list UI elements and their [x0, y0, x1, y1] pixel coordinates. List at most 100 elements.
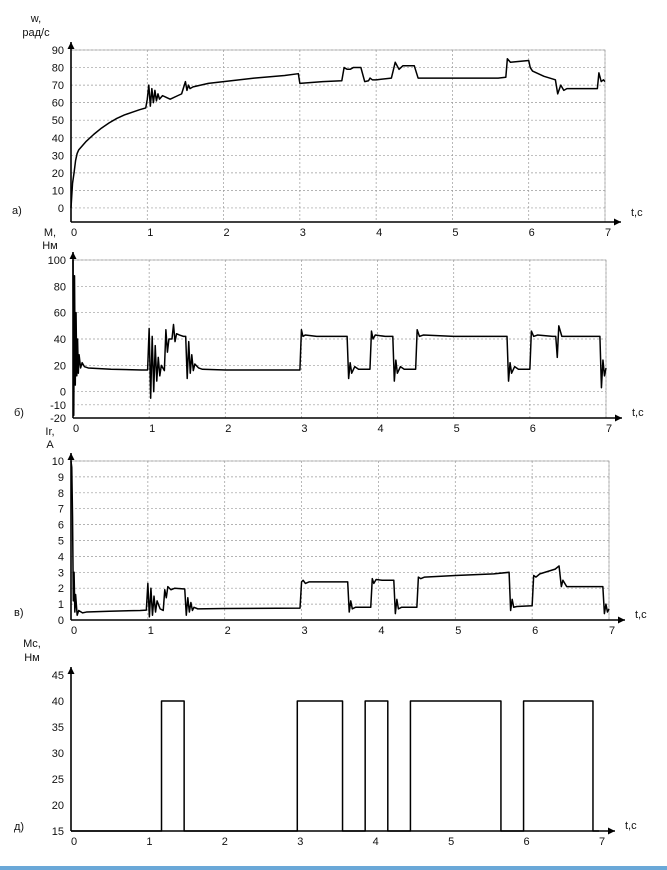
y-tick-label: 0 — [58, 615, 64, 627]
x-tick-label: 0 — [71, 625, 77, 637]
y-tick-label: 4 — [58, 551, 64, 563]
y-tick-label: 30 — [52, 748, 64, 760]
y-axis-label: Mc, — [23, 638, 41, 650]
x-tick-label: 5 — [452, 227, 458, 239]
y-tick-label: 3 — [58, 567, 64, 579]
y-tick-label: 7 — [58, 504, 64, 516]
y-axis-arrow — [67, 42, 75, 49]
x-tick-label: 7 — [609, 625, 615, 637]
x-tick-label: 7 — [605, 227, 611, 239]
y-tick-label: 8 — [58, 488, 64, 500]
y-tick-label: 45 — [52, 670, 64, 682]
y-tick-label: 30 — [52, 150, 64, 162]
y-axis-label: Нм — [24, 652, 40, 664]
x-tick-label: 5 — [454, 423, 460, 435]
panel-label: в) — [14, 607, 24, 619]
x-axis-arrow — [608, 827, 615, 835]
x-tick-label: 0 — [73, 423, 79, 435]
x-tick-label: 1 — [149, 423, 155, 435]
y-tick-label: 10 — [52, 185, 64, 197]
y-tick-label: 20 — [52, 168, 64, 180]
x-tick-label: 6 — [532, 625, 538, 637]
y-axis-label: рад/с — [22, 27, 50, 39]
y-tick-label: 60 — [52, 98, 64, 110]
x-tick-label: 6 — [530, 423, 536, 435]
y-tick-label: 15 — [52, 826, 64, 838]
y-tick-label: 2 — [58, 583, 64, 595]
x-tick-label: 5 — [455, 625, 461, 637]
x-tick-label: 5 — [448, 836, 454, 848]
y-axis-label: A — [46, 439, 54, 451]
y-tick-label: 9 — [58, 472, 64, 484]
x-tick-label: 3 — [302, 625, 308, 637]
series-line-v — [70, 460, 610, 618]
y-axis-arrow — [67, 667, 75, 674]
x-tick-label: 7 — [599, 836, 605, 848]
y-tick-label: 80 — [52, 63, 64, 75]
x-tick-label: 6 — [524, 836, 530, 848]
y-tick-label: -20 — [50, 413, 66, 425]
x-axis-label: t,c — [635, 609, 647, 621]
x-tick-label: 4 — [373, 836, 379, 848]
y-tick-label: 10 — [52, 456, 64, 468]
x-tick-label: 6 — [529, 227, 535, 239]
plot-frame — [70, 49, 606, 223]
y-tick-label: 60 — [54, 308, 66, 320]
chart-panel-a: 0 10 20 30 40 50 60 70 80 90 0 1 2 3 4 5 6 7 w, рад/с t,c а) — [12, 13, 643, 239]
y-tick-label: 40 — [52, 133, 64, 145]
x-axis-label: t,c — [625, 820, 637, 832]
y-tick-label: 25 — [52, 774, 64, 786]
x-axis-arrow — [614, 218, 621, 226]
y-axis-label: Нм — [42, 240, 58, 252]
x-tick-label: 7 — [606, 423, 612, 435]
x-tick-label: 2 — [224, 227, 230, 239]
x-tick-label: 3 — [297, 836, 303, 848]
y-axis-arrow — [69, 252, 77, 259]
y-tick-label: 70 — [52, 80, 64, 92]
window-bottom-border — [0, 866, 667, 870]
y-axis-label: M, — [44, 227, 56, 239]
y-tick-label: 40 — [54, 334, 66, 346]
x-tick-label: 2 — [222, 836, 228, 848]
y-tick-label: 20 — [54, 360, 66, 372]
x-axis-arrow — [615, 414, 622, 422]
x-tick-label: 3 — [301, 423, 307, 435]
y-axis-label: Ir, — [45, 426, 54, 438]
y-tick-label: 20 — [52, 800, 64, 812]
x-tick-label: 2 — [225, 625, 231, 637]
y-tick-label: 0 — [60, 387, 66, 399]
x-tick-label: 4 — [376, 227, 382, 239]
panel-label: д) — [14, 821, 24, 833]
y-tick-label: 100 — [48, 255, 66, 267]
x-axis-arrow — [618, 616, 625, 624]
y-tick-label: 1 — [58, 599, 64, 611]
series-line-d — [71, 700, 599, 832]
x-tick-label: 2 — [225, 423, 231, 435]
y-tick-label: 35 — [52, 722, 64, 734]
panel-label: а) — [12, 205, 22, 217]
x-tick-label: 1 — [147, 227, 153, 239]
x-axis-label: t,c — [632, 407, 644, 419]
x-tick-label: 4 — [378, 625, 384, 637]
y-tick-label: 90 — [52, 45, 64, 57]
x-tick-label: 3 — [300, 227, 306, 239]
x-tick-label: 1 — [146, 836, 152, 848]
y-tick-label: 6 — [58, 520, 64, 532]
y-tick-label: 40 — [52, 696, 64, 708]
x-tick-label: 0 — [71, 227, 77, 239]
series-line-b — [72, 259, 607, 417]
x-tick-label: 4 — [378, 423, 384, 435]
series-line-a — [70, 58, 606, 209]
panel-label: б) — [14, 407, 24, 419]
y-tick-label: 0 — [58, 203, 64, 215]
y-axis-arrow — [67, 453, 75, 460]
x-axis-label: t,c — [631, 207, 643, 219]
y-tick-label: 5 — [58, 536, 64, 548]
y-tick-label: -10 — [50, 400, 66, 412]
x-tick-label: 0 — [71, 836, 77, 848]
x-tick-label: 1 — [148, 625, 154, 637]
